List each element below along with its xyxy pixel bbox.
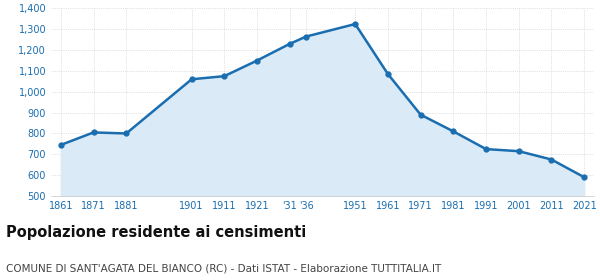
Text: COMUNE DI SANT'AGATA DEL BIANCO (RC) - Dati ISTAT - Elaborazione TUTTITALIA.IT: COMUNE DI SANT'AGATA DEL BIANCO (RC) - D… (6, 263, 441, 273)
Text: Popolazione residente ai censimenti: Popolazione residente ai censimenti (6, 225, 306, 241)
